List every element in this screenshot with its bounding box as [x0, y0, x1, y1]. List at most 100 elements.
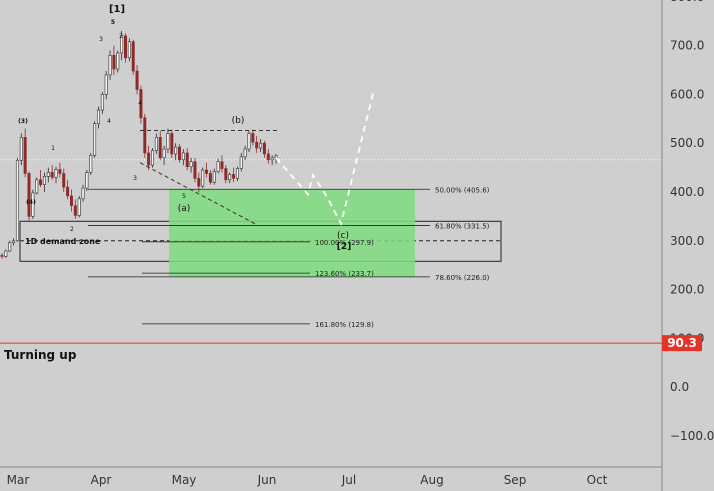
- wave-label: (b): [232, 116, 245, 126]
- candle-body: [81, 187, 85, 200]
- x-tick-label: Sep: [504, 473, 527, 487]
- zones: 1D demand zone: [19, 189, 502, 277]
- candle-body: [266, 153, 270, 161]
- candle-body: [185, 152, 189, 167]
- x-tick-label: Aug: [420, 473, 443, 487]
- fib-label: 161.80% (129.8): [315, 321, 374, 329]
- candle-body: [235, 168, 239, 179]
- candle-body: [116, 52, 120, 70]
- y-tick-label: 300.0: [670, 234, 704, 248]
- candle-body: [212, 171, 216, 183]
- candle-body: [120, 35, 124, 54]
- wave-label: 3: [99, 36, 103, 43]
- annotation-turning-up: Turning up: [4, 348, 77, 362]
- candle-body: [50, 172, 54, 178]
- candle-body: [135, 70, 139, 90]
- candle-body: [178, 146, 182, 161]
- y-tick-label: 500.0: [670, 136, 704, 150]
- candle-body: [108, 55, 112, 76]
- candle-body: [0, 255, 4, 257]
- wave-label: 4: [138, 100, 142, 107]
- wave-label: (4): [26, 199, 36, 206]
- wave-label: (a): [178, 204, 191, 214]
- candle-body: [270, 157, 274, 161]
- fib-label: 123.60% (233.7): [315, 270, 374, 278]
- candle-body: [127, 41, 131, 59]
- green-target-zone: [169, 189, 415, 277]
- candle-body: [154, 137, 158, 151]
- wave-label: 2: [70, 226, 74, 233]
- x-tick-label: Jul: [341, 473, 356, 487]
- candle-body: [181, 152, 185, 161]
- candle-body: [96, 109, 100, 124]
- candle-body: [15, 159, 19, 242]
- wave-label: 1: [51, 145, 55, 152]
- candle-body: [208, 173, 212, 183]
- candle-body: [170, 133, 174, 155]
- candle-body: [58, 169, 62, 174]
- candle-body: [220, 161, 224, 169]
- wave-label: [2]: [337, 242, 352, 252]
- candle-body: [69, 195, 73, 206]
- price-tag-label: 90.3: [667, 336, 697, 350]
- candle-body: [166, 133, 170, 150]
- x-tick-label: May: [172, 473, 197, 487]
- candle-body: [174, 146, 178, 155]
- candle-body: [193, 161, 197, 179]
- candle-body: [12, 240, 16, 244]
- wave-label: 2: [119, 33, 123, 40]
- candle-body: [66, 186, 70, 197]
- y-tick-label: 700.0: [670, 39, 704, 53]
- fib-label: 61.80% (331.5): [435, 222, 490, 230]
- candle-body: [93, 123, 97, 156]
- fib-label: 50.00% (405.6): [435, 186, 490, 194]
- candle-body: [31, 192, 35, 217]
- candle-body: [42, 176, 46, 185]
- x-tick-label: Apr: [91, 473, 112, 487]
- fib-label: 78.60% (226.0): [435, 274, 490, 282]
- wave-a-dashed-trend: [139, 162, 256, 225]
- candle-body: [8, 242, 12, 252]
- candle-body: [77, 198, 81, 216]
- candle-body: [201, 169, 205, 187]
- wave-label: 5: [182, 193, 186, 200]
- candle-body: [228, 174, 232, 181]
- candle-body: [19, 137, 23, 161]
- candle-body: [131, 41, 135, 72]
- projected-wave-path: [275, 89, 375, 227]
- wave-label: 4: [107, 118, 111, 125]
- y-tick-label: 600.0: [670, 87, 704, 101]
- candle-body: [243, 148, 247, 158]
- wave-label: (3): [18, 118, 28, 125]
- candle-body: [35, 179, 39, 194]
- candle-body: [224, 168, 228, 181]
- candle-body: [46, 172, 50, 177]
- candle-body: [251, 133, 255, 143]
- wave-label: (c): [337, 231, 349, 241]
- y-tick-label: 400.0: [670, 185, 704, 199]
- candle-body: [123, 35, 127, 59]
- candle-body: [259, 142, 263, 149]
- candle-body: [239, 156, 243, 169]
- candle-body: [216, 161, 220, 172]
- wave-label: [1]: [109, 4, 125, 15]
- wave-label: 3: [133, 175, 137, 182]
- x-tick-label: Jun: [257, 473, 277, 487]
- y-axis-ticks: 800.0700.0600.0500.0400.0300.0200.0100.0…: [670, 0, 714, 443]
- candle-body: [143, 117, 147, 154]
- x-tick-label: Oct: [587, 473, 608, 487]
- candle-body: [54, 169, 58, 178]
- candles: [0, 30, 278, 259]
- candle-body: [205, 169, 209, 174]
- projection-path: [275, 89, 375, 227]
- candle-body: [197, 178, 201, 187]
- candle-body: [104, 74, 108, 95]
- x-axis-ticks: Mar Apr May Jun Jul Aug Sep Oct: [7, 473, 608, 487]
- fib-label: 100.00% (297.9): [315, 239, 374, 247]
- candle-body: [151, 150, 155, 166]
- candle-body: [89, 155, 93, 173]
- x-tick-label: Mar: [7, 473, 30, 487]
- candle-body: [255, 141, 259, 149]
- demand-zone-label: 1D demand zone: [25, 237, 101, 246]
